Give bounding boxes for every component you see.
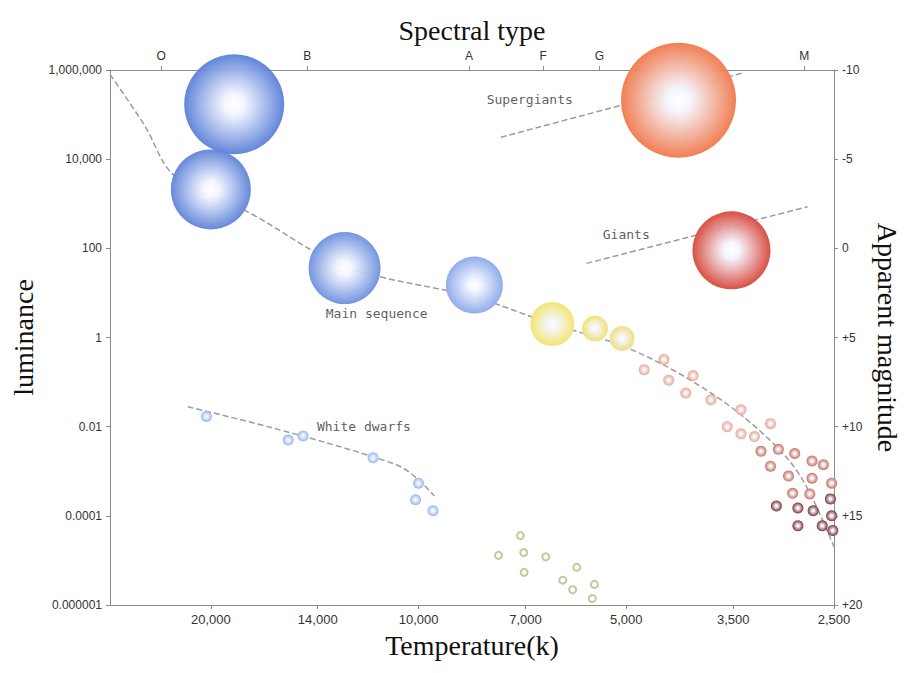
svg-text:0.0001: 0.0001 bbox=[65, 509, 102, 523]
svg-text:White dwarfs: White dwarfs bbox=[317, 419, 411, 434]
svg-text:7,000: 7,000 bbox=[509, 612, 542, 627]
svg-text:Giants: Giants bbox=[603, 227, 650, 242]
svg-text:5,000: 5,000 bbox=[610, 612, 643, 627]
svg-text:100: 100 bbox=[82, 241, 102, 255]
svg-text:+10: +10 bbox=[842, 420, 863, 434]
svg-text:A: A bbox=[465, 49, 473, 63]
svg-text:M: M bbox=[799, 49, 809, 63]
svg-text:10,000: 10,000 bbox=[65, 152, 102, 166]
svg-text:10,000: 10,000 bbox=[399, 612, 439, 627]
svg-text:B: B bbox=[303, 49, 311, 63]
svg-text:-10: -10 bbox=[842, 63, 860, 77]
svg-text:luminance: luminance bbox=[8, 279, 39, 396]
svg-text:Temperature(k): Temperature(k) bbox=[385, 630, 559, 661]
svg-text:14,000: 14,000 bbox=[298, 612, 338, 627]
svg-text:Supergiants: Supergiants bbox=[487, 92, 573, 107]
svg-text:2,500: 2,500 bbox=[818, 612, 851, 627]
svg-text:+5: +5 bbox=[842, 331, 856, 345]
svg-text:O: O bbox=[157, 49, 166, 63]
svg-text:0: 0 bbox=[842, 241, 849, 255]
svg-text:Apparent magnitude: Apparent magnitude bbox=[872, 223, 903, 452]
svg-text:+20: +20 bbox=[842, 598, 863, 612]
svg-text:3,500: 3,500 bbox=[717, 612, 750, 627]
svg-text:1: 1 bbox=[95, 331, 102, 345]
svg-text:0.01: 0.01 bbox=[79, 420, 103, 434]
svg-text:-5: -5 bbox=[842, 152, 853, 166]
svg-text:20,000: 20,000 bbox=[191, 612, 231, 627]
svg-text:Spectral type: Spectral type bbox=[399, 15, 546, 46]
svg-text:F: F bbox=[539, 49, 546, 63]
svg-text:G: G bbox=[595, 49, 604, 63]
svg-text:0.000001: 0.000001 bbox=[52, 598, 102, 612]
svg-text:+15: +15 bbox=[842, 509, 863, 523]
svg-text:1,000,000: 1,000,000 bbox=[49, 63, 103, 77]
svg-text:Main sequence: Main sequence bbox=[326, 306, 428, 321]
